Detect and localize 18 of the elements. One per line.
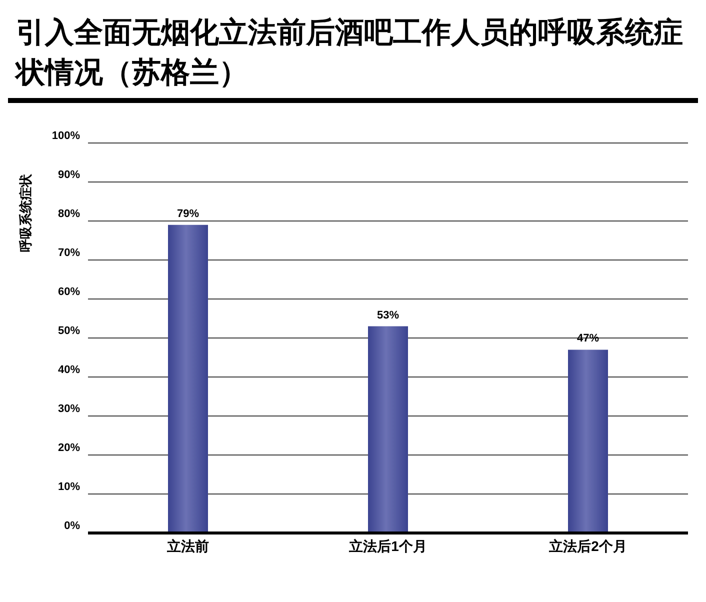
x-tick-label: 立法后1个月 [348,538,427,554]
y-tick-label: 100% [52,130,80,142]
y-axis-title: 呼吸系统症状 [17,174,34,252]
data-label: 53% [376,309,400,322]
y-tick-label: 30% [58,402,80,415]
chart-title: 引入全面无烟化立法前后酒吧工作人员的呼吸系统症状情况（苏格兰） [14,14,684,91]
y-tick-label: 50% [58,324,80,337]
y-tick-label: 60% [58,286,80,298]
y-tick-label: 10% [58,480,80,493]
x-tick-label: 立法前 [166,538,209,554]
y-tick-label: 80% [58,208,80,220]
y-tick-label: 90% [58,168,80,181]
y-tick-label: 40% [58,364,80,376]
x-tick-label: 立法后2个月 [548,538,627,554]
y-tick-label: 0% [64,520,80,532]
data-label: 79% [176,208,200,220]
y-tick-label: 20% [58,442,80,454]
y-tick-label: 70% [58,246,80,259]
